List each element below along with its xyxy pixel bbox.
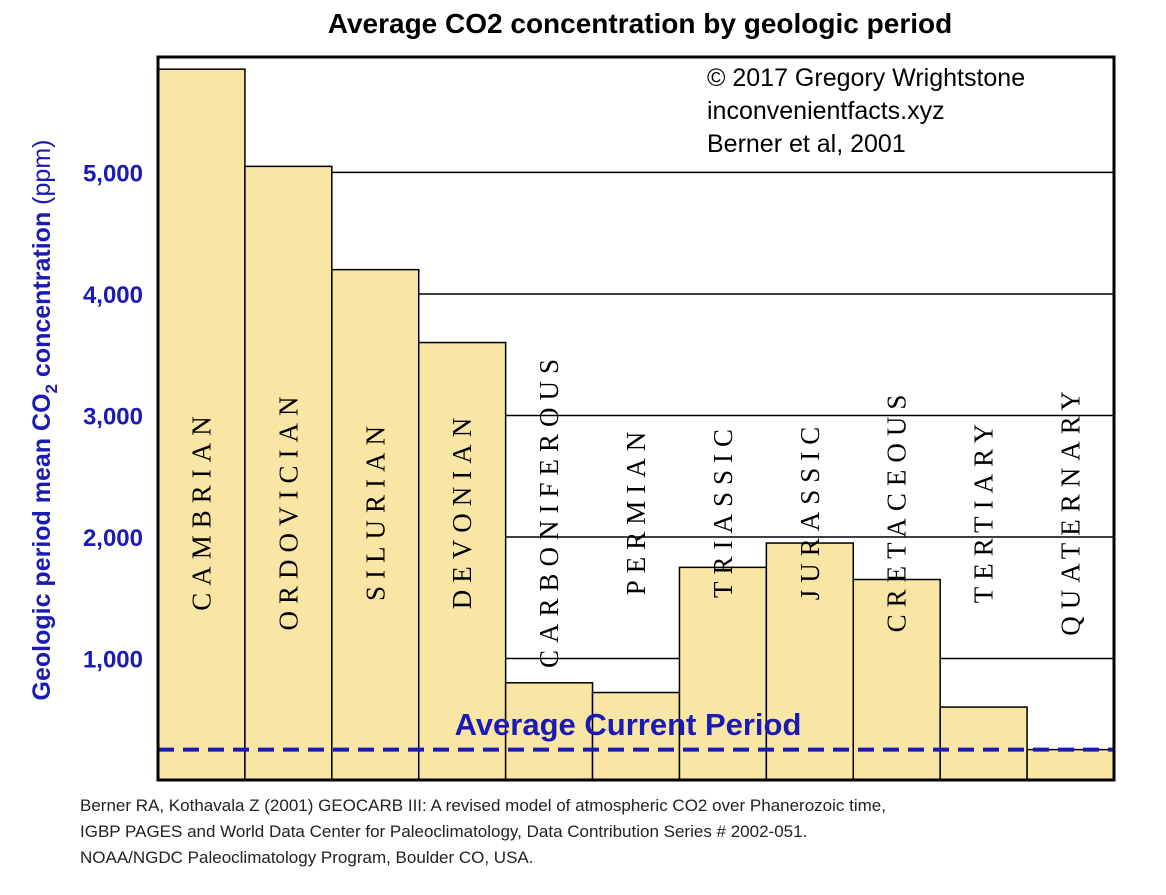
bars-group: CAMBRIAN ORDOVICIAN SILURIAN DEVONIAN CARBON…: [157, 68, 1115, 781]
annotation-line-2: inconvenientfacts.xyz: [707, 97, 945, 125]
y-tick-label: 1,000: [83, 646, 143, 673]
source-line-1: Berner RA, Kothavala Z (2001) GEOCARB II…: [80, 796, 886, 815]
category-label-tertiary: TERTIARY: [969, 417, 999, 603]
source-line-3: NOAA/NGDC Paleoclimatology Program, Boul…: [80, 848, 534, 867]
category-label-quaternary: QUATERNARY: [1056, 384, 1086, 636]
category-label-jurassic: JURASSIC: [795, 420, 825, 601]
plot-frame: [156, 55, 1116, 782]
category-label-permian: PERMIAN: [621, 425, 651, 596]
bar-ordovician: [244, 165, 333, 781]
bar-permian: [591, 691, 681, 781]
category-label-cretaceous: CRETACEOUS: [882, 388, 912, 633]
y-axis-title-subscript: 2: [42, 384, 61, 393]
y-axis-title-rest: concentration: [28, 212, 56, 384]
category-label-triassic: TRIASSIC: [708, 422, 738, 598]
bar-silurian: [331, 268, 420, 781]
copyright-annotation: © 2017 Gregory Wrightstone inconvenientfa…: [707, 64, 1025, 158]
category-label-cambrian: CAMBRIAN: [186, 409, 216, 611]
category-label-silurian: SILURIAN: [360, 419, 390, 601]
y-axis-title-main: Geologic period mean CO: [28, 393, 56, 700]
y-axis-label: Geologic period mean CO2 concentration (…: [28, 140, 61, 701]
category-label-carboniferous: CARBONIFEROUS: [534, 352, 564, 668]
y-tick-label: 3,000: [83, 403, 143, 430]
bar-tertiary: [939, 706, 1028, 781]
reference-line-group: Average Current Period: [158, 707, 1114, 752]
source-line-2: IGBP PAGES and World Data Center for Pal…: [80, 822, 808, 841]
y-axis-title-unit: (ppm): [28, 140, 56, 212]
bar-jurassic: [765, 542, 855, 781]
y-tick-label: 5,000: [83, 160, 143, 187]
category-label-devonian: DEVONIAN: [447, 411, 477, 609]
chart-title: Average CO2 concentration by geologic pe…: [327, 8, 953, 39]
bar-quaternary: [1026, 748, 1115, 781]
bar-triassic: [678, 566, 768, 781]
y-tick-labels: 1,000 2,000 3,000 4,000 5,000: [83, 160, 143, 673]
annotation-line-3: Berner et al, 2001: [707, 130, 906, 158]
annotation-line-1: © 2017 Gregory Wrightstone: [707, 64, 1025, 92]
bar-devonian: [417, 341, 507, 781]
y-tick-label: 2,000: [83, 525, 143, 552]
reference-line-label: Average Current Period: [455, 707, 802, 742]
y-tick-label: 4,000: [83, 282, 143, 309]
category-label-ordovician: ORDOVICIAN: [273, 390, 303, 631]
y-axis-title: Geologic period mean CO2 concentration (…: [28, 140, 61, 701]
